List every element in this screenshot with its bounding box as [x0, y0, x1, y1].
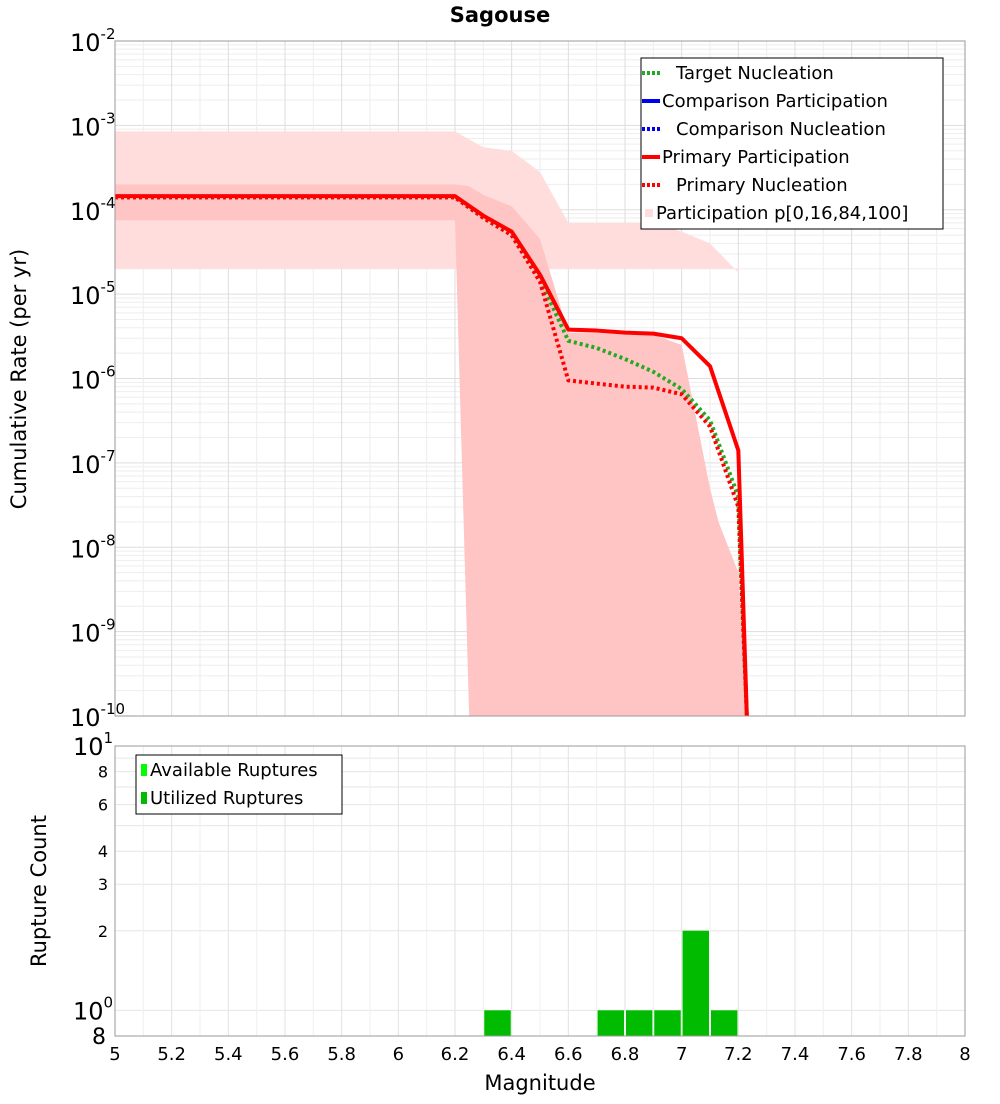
top-y-tick-label: 10-4: [70, 194, 116, 226]
bar-utilized-ruptures: [711, 1010, 738, 1036]
bottom-y-tick-label: 8: [98, 763, 108, 782]
bottom-y-tick-label: 8: [92, 1025, 106, 1050]
bar-utilized-ruptures: [484, 1010, 511, 1036]
top-y-tick-label: 10-3: [70, 109, 116, 141]
x-tick-label: 5: [109, 1044, 120, 1065]
rate-series: [115, 194, 749, 717]
bottom-legend-box: [135, 754, 343, 815]
x-tick-label: 5.6: [271, 1044, 300, 1065]
legend-label: Utilized Ruptures: [150, 788, 303, 809]
x-tick-label: 5.8: [327, 1044, 356, 1065]
bottom-y-tick-label: 2: [98, 922, 108, 941]
top-y-tick-label: 10-8: [70, 531, 116, 563]
top-y-tick-base: 10: [70, 704, 101, 732]
top-y-tick-label: 10-2: [70, 25, 116, 57]
bottom-y-tick-label: 4: [98, 842, 108, 861]
x-tick-label: 7: [676, 1044, 687, 1065]
legend-label: Comparison Participation: [662, 91, 888, 112]
x-tick-label: 7.6: [837, 1044, 866, 1065]
top-y-tick-exponent: -3: [101, 109, 116, 127]
top-y-tick-base: 10: [70, 198, 101, 226]
chart-title: Sagouse: [450, 3, 550, 27]
top-y-tick-base: 10: [70, 535, 101, 563]
legend-swatch-bar: [141, 792, 147, 804]
top-y-tick-label: 10-7: [70, 447, 116, 479]
legend-label: Primary Nucleation: [676, 175, 848, 196]
legend-label: Target Nucleation: [675, 63, 834, 84]
x-tick-label: 6.2: [441, 1044, 470, 1065]
top-y-tick-label: 10-6: [70, 363, 116, 395]
x-tick-label: 6: [393, 1044, 404, 1065]
top-y-tick-exponent: -5: [101, 278, 116, 296]
top-y-tick-base: 10: [70, 29, 101, 57]
x-tick-label: 7.4: [781, 1044, 810, 1065]
bar-utilized-ruptures: [682, 930, 709, 1036]
x-tick-label: 7.8: [894, 1044, 923, 1065]
top-plot-frame: [114, 40, 966, 717]
bottom-y-tick-exponent: 1: [104, 729, 114, 747]
series-line-primary-nucleation: [115, 195, 749, 717]
legend-label: Primary Participation: [662, 147, 850, 168]
top-y-tick-exponent: -8: [101, 531, 116, 549]
top-y-tick-exponent: -10: [101, 700, 126, 718]
top-y-tick-base: 10: [70, 620, 101, 648]
uncertainty-bands: [115, 131, 747, 717]
bar-utilized-ruptures: [626, 1010, 653, 1036]
bottom-y-tick-exponent: 0: [104, 993, 114, 1011]
x-tick-label: 6.8: [611, 1044, 640, 1065]
rupture-bars: [484, 930, 738, 1036]
bar-utilized-ruptures: [654, 1010, 681, 1036]
x-tick-label: 8: [959, 1044, 970, 1065]
bottom-y-tick-label: 100: [73, 993, 113, 1025]
bottom-y-tick-label: 3: [98, 875, 108, 894]
x-tick-label: 7.2: [724, 1044, 753, 1065]
bar-utilized-ruptures: [597, 1010, 624, 1036]
bottom-legend: Available Ruptures Utilized Ruptures: [135, 754, 343, 815]
top-legend-box: [640, 57, 944, 230]
top-y-tick-exponent: -7: [101, 447, 116, 465]
top-y-tick-exponent: -9: [101, 616, 116, 634]
legend-swatch-bar: [141, 764, 147, 776]
bottom-y-tick-base: 10: [73, 997, 104, 1025]
top-y-tick-label: 10-10: [70, 700, 125, 732]
top-y-axis-label: Cumulative Rate (per yr): [7, 249, 31, 509]
top-y-tick-exponent: -6: [101, 363, 116, 381]
top-y-tick-label: 10-5: [70, 278, 116, 310]
legend-label: Available Ruptures: [150, 760, 318, 781]
x-tick-label: 6.4: [497, 1044, 526, 1065]
legend-swatch-fill: [645, 209, 653, 217]
x-tick-label: 5.2: [157, 1044, 186, 1065]
top-y-tick-base: 10: [70, 113, 101, 141]
top-y-tick-exponent: -4: [101, 194, 116, 212]
bottom-y-tick-label: 6: [98, 796, 108, 815]
top-legend: Target Nucleation Comparison Participatio…: [640, 57, 944, 230]
legend-label: Participation p[0,16,84,100]: [656, 203, 908, 224]
top-y-tick-label: 10-9: [70, 616, 116, 648]
uncertainty-band-1: [115, 184, 747, 717]
top-y-tick-base: 10: [70, 451, 101, 479]
bottom-y-tick-label: 101: [73, 729, 113, 761]
bottom-y-tick-base: 10: [73, 733, 104, 761]
top-y-tick-base: 10: [70, 367, 101, 395]
top-y-tick-exponent: -2: [101, 25, 116, 43]
top-y-tick-base: 10: [70, 282, 101, 310]
bottom-plot-frame: [114, 745, 966, 1037]
legend-label: Comparison Nucleation: [676, 119, 886, 140]
bottom-y-axis-label: Rupture Count: [27, 815, 51, 967]
x-tick-label: 5.4: [214, 1044, 243, 1065]
x-axis-label: Magnitude: [484, 1071, 595, 1095]
x-tick-labels: 5 5.2 5.4 5.6 5.8 6 6.2 6.4 6.6 6.8 7 7.2 7.4 7.6 7.8 8: [109, 1044, 970, 1065]
x-tick-label: 6.6: [554, 1044, 583, 1065]
